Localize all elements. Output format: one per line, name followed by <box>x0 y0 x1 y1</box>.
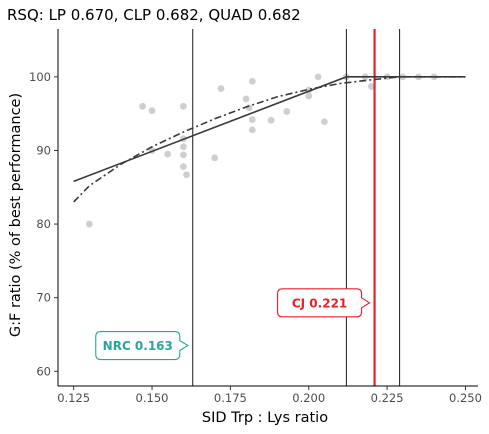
data-point <box>305 92 313 100</box>
plot-area: NRC 0.163 CJ 0.221 <box>73 29 466 386</box>
data-point <box>245 104 253 112</box>
x-tick-label: 0.250 <box>449 391 482 405</box>
chart-title: RSQ: LP 0.670, CLP 0.682, QUAD 0.682 <box>7 6 301 24</box>
y-tick-label: 90 <box>36 143 51 157</box>
data-point <box>267 116 275 124</box>
annotation-label: NRC 0.163 <box>103 339 173 353</box>
x-axis-title: SID Trp : Lys ratio <box>202 410 328 426</box>
data-point <box>183 171 190 179</box>
quadratic-fit-line <box>73 76 466 203</box>
data-point <box>242 95 250 103</box>
annotation-box <box>95 330 189 361</box>
x-axis: 0.125 0.150 0.175 0.200 0.225 0.250 <box>57 385 482 405</box>
x-tick-label: 0.150 <box>136 391 169 405</box>
x-tick-label: 0.175 <box>214 391 247 405</box>
data-point <box>179 163 187 171</box>
data-point <box>248 126 256 134</box>
data-point <box>217 85 225 93</box>
x-tick-label: 0.125 <box>57 391 90 405</box>
data-point <box>283 108 291 115</box>
y-axis-title: G:F ratio (% of best performance) <box>8 93 24 337</box>
data-point <box>148 107 156 115</box>
y-axis: 60 70 80 90 100 <box>29 29 59 386</box>
y-tick-label: 60 <box>36 364 51 378</box>
data-point <box>248 77 256 85</box>
linear-plateau-line <box>73 76 466 183</box>
data-point <box>139 102 147 110</box>
data-point <box>248 116 256 123</box>
data-point <box>179 102 187 110</box>
data-point <box>85 220 93 228</box>
x-tick-label: 0.225 <box>371 391 404 405</box>
data-point <box>179 151 187 159</box>
annotation-label: CJ 0.221 <box>292 296 347 310</box>
data-point <box>179 143 187 151</box>
y-tick-label: 70 <box>36 291 51 305</box>
data-point <box>211 154 219 162</box>
data-point <box>321 118 328 126</box>
data-point <box>164 150 172 158</box>
y-tick-label: 80 <box>36 217 51 231</box>
data-point <box>314 73 322 81</box>
x-tick-label: 0.200 <box>292 391 325 405</box>
y-tick-label: 100 <box>29 70 51 84</box>
data-point <box>368 83 375 90</box>
annotation-box <box>277 288 371 318</box>
